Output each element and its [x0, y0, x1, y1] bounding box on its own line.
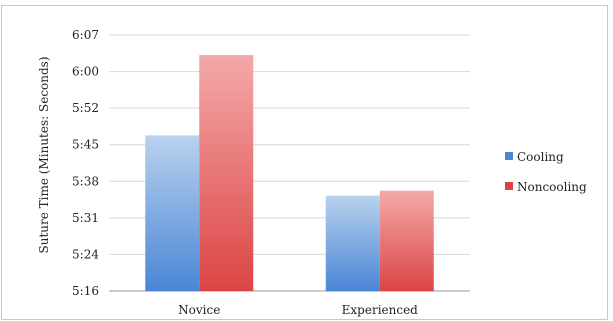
y-tick-label: 5:38	[72, 174, 99, 188]
bar-noncooling-experienced	[379, 190, 434, 291]
y-tick-label: 6:00	[72, 65, 99, 79]
legend-swatch-noncooling	[505, 182, 513, 190]
y-tick-label: 5:16	[72, 284, 99, 298]
y-tick-label: 5:52	[72, 101, 99, 115]
y-tick-label: 5:45	[72, 138, 99, 152]
legend-label-noncooling: Noncooling	[517, 180, 587, 194]
legend: Cooling Noncooling	[505, 150, 587, 194]
legend-swatch-cooling	[505, 152, 513, 160]
bar-cooling-experienced	[325, 195, 380, 291]
x-tick-label: Novice	[178, 303, 220, 317]
y-tick-label: 6:07	[72, 28, 99, 42]
y-axis-title: Suture Time (Minutes: Seconds)	[37, 56, 51, 253]
chart-frame: 5:16 5:24 5:31 5:38 5:45 5:52 6:00 6:07 Novice E…	[1, 5, 608, 320]
bar-noncooling-novice	[199, 55, 254, 291]
bars	[145, 55, 434, 291]
bar-chart: 5:16 5:24 5:31 5:38 5:45 5:52 6:00 6:07 Novice E…	[37, 28, 587, 317]
legend-label-cooling: Cooling	[517, 150, 564, 164]
x-axis-ticks: Novice Experienced	[178, 303, 418, 317]
bar-cooling-novice	[145, 135, 200, 291]
y-tick-label: 5:24	[72, 247, 99, 261]
y-axis-ticks: 5:16 5:24 5:31 5:38 5:45 5:52 6:00 6:07	[72, 28, 99, 298]
y-tick-label: 5:31	[72, 211, 99, 225]
x-tick-label: Experienced	[342, 303, 419, 317]
